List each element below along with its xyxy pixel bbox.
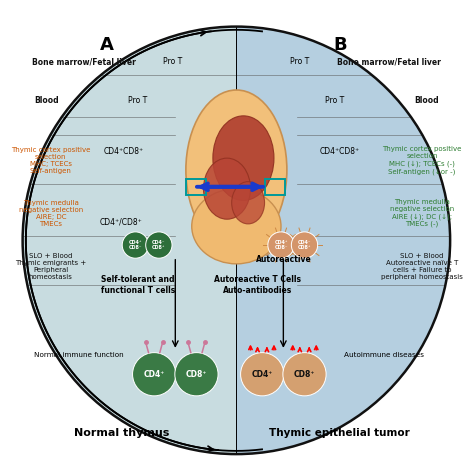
Text: Autoimmune diseases: Autoimmune diseases (344, 352, 424, 358)
Text: Pro T: Pro T (290, 57, 310, 66)
Circle shape (133, 353, 176, 396)
Text: CD4⁻
CD8⁺: CD4⁻ CD8⁺ (298, 239, 311, 250)
Text: Thymic medulla
negative selection
AIRE; DC
TMECs: Thymic medulla negative selection AIRE; … (18, 199, 83, 227)
Text: Bone marrow/Fetal liver: Bone marrow/Fetal liver (32, 57, 136, 66)
Text: CD4⁺/CD8⁺: CD4⁺/CD8⁺ (100, 217, 143, 226)
Text: Normal immune function: Normal immune function (34, 352, 124, 358)
Text: Bone marrow/Fetal liver: Bone marrow/Fetal liver (337, 57, 441, 66)
Text: Thymic cortex positive
selection
MHC (↓); TCECs (-)
Self-antigen (↓or -): Thymic cortex positive selection MHC (↓)… (382, 146, 462, 175)
Text: CD4⁺CD8⁺: CD4⁺CD8⁺ (103, 147, 144, 156)
Text: A: A (100, 36, 114, 54)
Text: Normal thymus: Normal thymus (73, 428, 169, 438)
Text: Self-tolerant and
functional T cells: Self-tolerant and functional T cells (100, 275, 175, 295)
Wedge shape (23, 27, 237, 454)
Text: CD4⁺
CD8⁻: CD4⁺ CD8⁻ (128, 239, 142, 250)
Text: Pro T: Pro T (326, 96, 345, 105)
Text: B: B (333, 36, 346, 54)
Text: Thymic medulla
negative selection
AIRE (↓); DC (↓);
TMECs (-): Thymic medulla negative selection AIRE (… (390, 199, 454, 227)
Text: SLO + Blood
Thymic emigrants +
Peripheral
homeostasis: SLO + Blood Thymic emigrants + Periphera… (15, 253, 86, 280)
Circle shape (146, 232, 172, 258)
Circle shape (283, 353, 326, 396)
Ellipse shape (232, 182, 264, 224)
Circle shape (122, 232, 148, 258)
Text: SLO + Blood
Autoreactive naïve T
cells + Failure to
peripheral homeostasis: SLO + Blood Autoreactive naïve T cells +… (381, 253, 463, 280)
Text: Autoreactive T Cells
Auto-antibodies: Autoreactive T Cells Auto-antibodies (214, 275, 301, 295)
Text: CD4⁻
CD8⁺: CD4⁻ CD8⁺ (152, 239, 165, 250)
Text: Blood: Blood (34, 96, 58, 105)
Text: Blood: Blood (414, 96, 439, 105)
Ellipse shape (203, 158, 250, 219)
Text: CD4⁺CD8⁺: CD4⁺CD8⁺ (319, 147, 360, 156)
Text: Thymic cortex positive
selection
MHC; TCECs
Self-antigen: Thymic cortex positive selection MHC; TC… (11, 147, 91, 174)
Text: Thymic epithelial tumor: Thymic epithelial tumor (269, 428, 410, 438)
Circle shape (292, 232, 318, 258)
Circle shape (268, 232, 294, 258)
Text: Pro T: Pro T (164, 57, 182, 66)
Text: CD8⁺: CD8⁺ (186, 370, 207, 379)
Circle shape (175, 353, 218, 396)
Ellipse shape (192, 188, 281, 264)
Circle shape (241, 353, 284, 396)
Text: Pro T: Pro T (128, 96, 147, 105)
Text: CD8⁺: CD8⁺ (294, 370, 315, 379)
Text: CD4⁺
CD8⁻: CD4⁺ CD8⁻ (274, 239, 288, 250)
Ellipse shape (213, 116, 274, 200)
Ellipse shape (186, 90, 287, 250)
Text: Autoreactive: Autoreactive (256, 255, 312, 264)
Text: CD4⁺: CD4⁺ (252, 370, 273, 379)
Wedge shape (237, 27, 450, 454)
Text: CD4⁺: CD4⁺ (144, 370, 165, 379)
